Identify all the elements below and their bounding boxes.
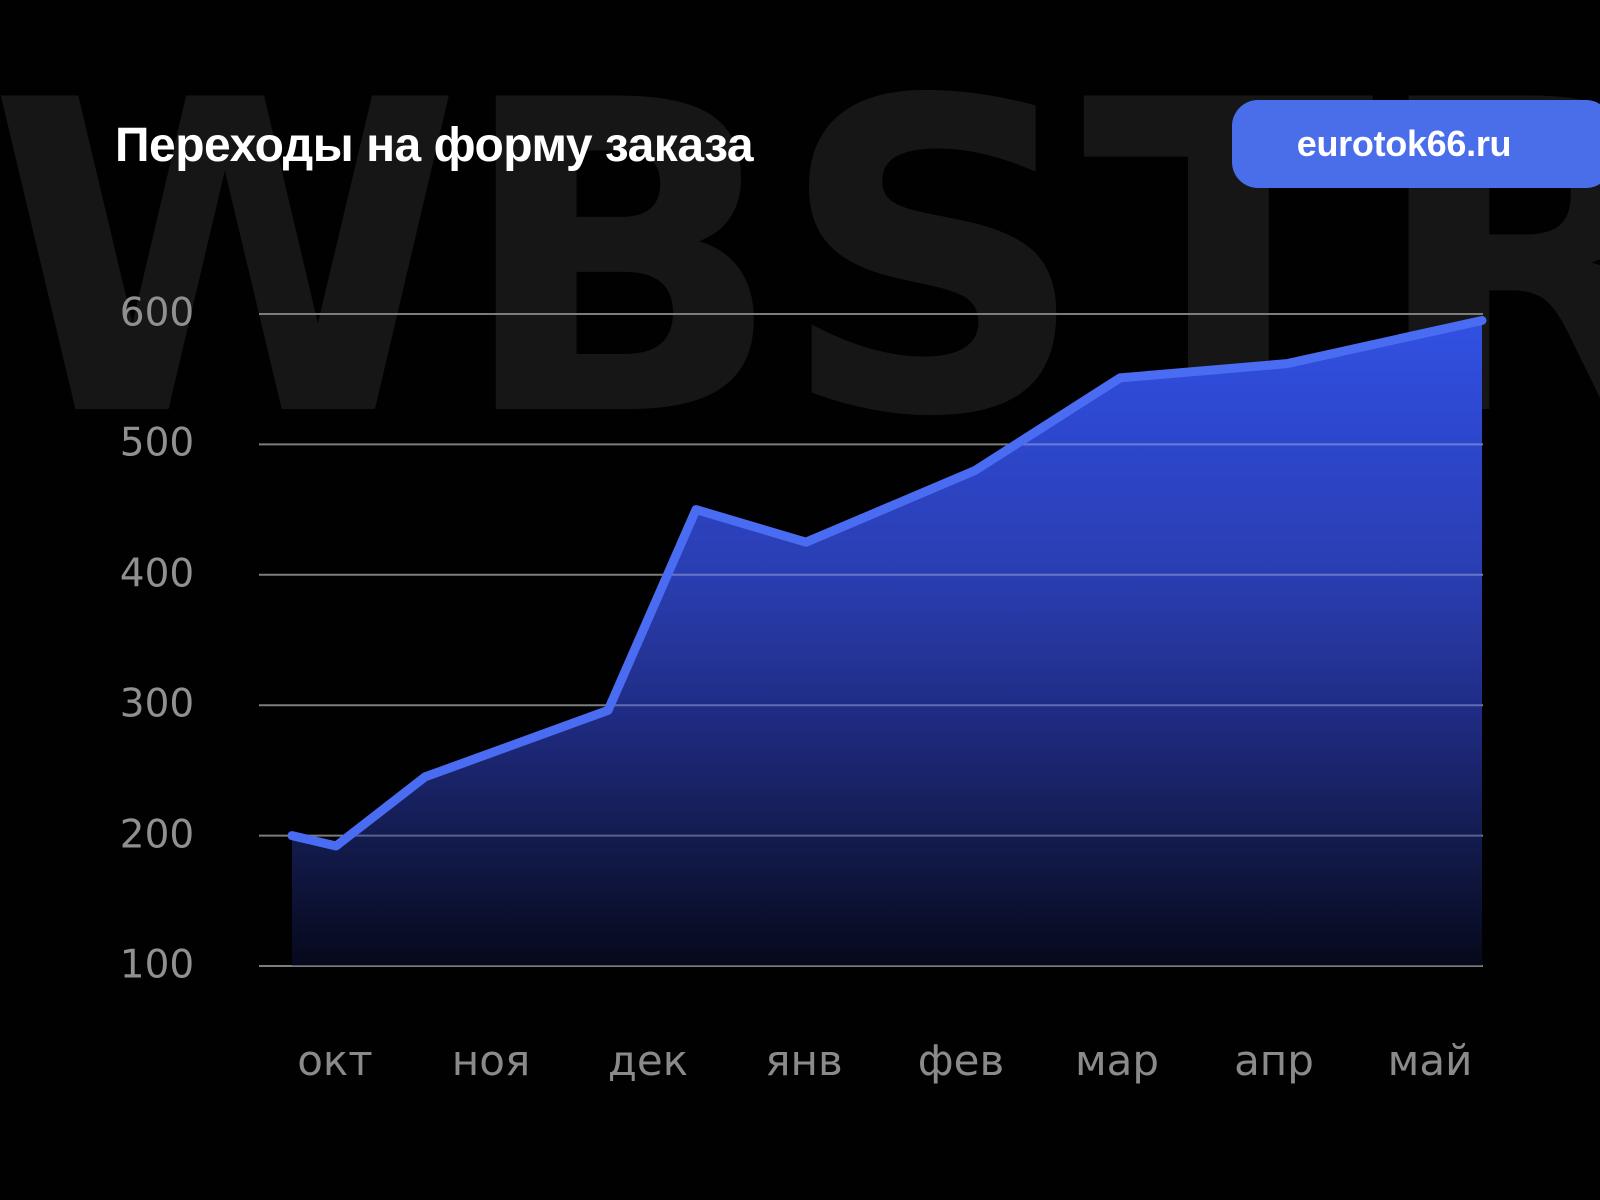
y-axis-label: 600 (119, 290, 195, 336)
y-axis-label: 200 (119, 812, 195, 858)
area-fill (292, 320, 1482, 966)
y-axis-label: 500 (119, 420, 195, 466)
x-axis-label: май (1387, 1036, 1473, 1085)
x-axis-label: янв (765, 1036, 843, 1085)
y-axis-label: 400 (119, 551, 195, 597)
x-axis-label: окт (297, 1036, 373, 1085)
x-axis-label: ноя (451, 1036, 531, 1085)
y-axis-label: 100 (119, 942, 195, 988)
page-title: Переходы на форму заказа (115, 119, 754, 172)
data-line (287, 316, 1487, 851)
x-axis-label: апр (1234, 1036, 1314, 1085)
site-badge-label: eurotok66.ru (1296, 123, 1512, 164)
y-axis-label: 300 (119, 681, 195, 727)
x-axis-label: дек (607, 1036, 689, 1085)
x-axis-label: фев (917, 1036, 1005, 1085)
x-axis-label: мар (1074, 1036, 1160, 1085)
site-badge[interactable]: eurotok66.ru (1232, 100, 1600, 188)
